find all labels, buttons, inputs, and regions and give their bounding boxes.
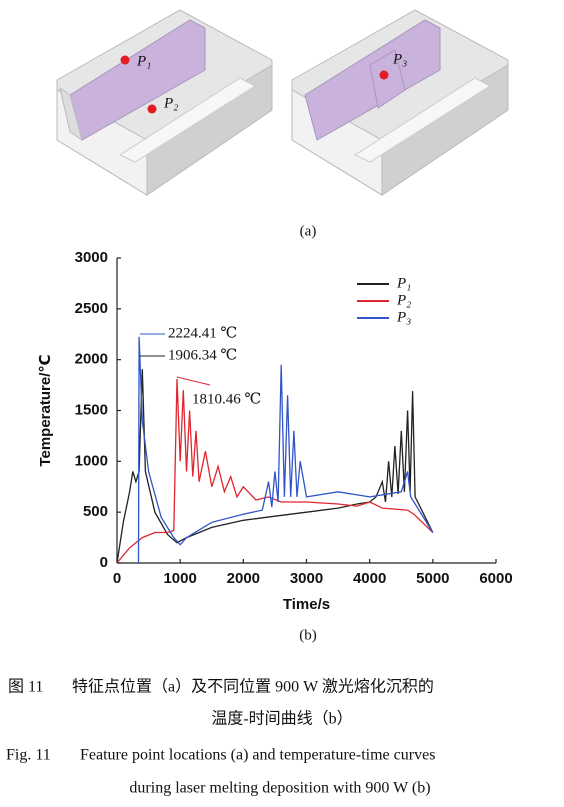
caption-label: Fig. 11	[6, 747, 51, 764]
block-left: P₁ P₂	[56, 9, 273, 196]
chart: 0 500 1000 1500 2000 2500 3000 0 1000 2000 3000 400…	[37, 249, 513, 613]
y-tick-label: 3000	[75, 249, 108, 266]
leader-line	[176, 376, 211, 386]
x-tick-label: 1000	[163, 570, 196, 587]
block-right: P₃	[291, 9, 509, 196]
x-tick-label: 2000	[227, 570, 260, 587]
point-label: P₂	[163, 95, 178, 111]
y-tick-label: 1500	[75, 401, 108, 418]
panel-label: (a)	[300, 223, 317, 239]
y-axis-label: Temperature/℃	[37, 354, 54, 466]
caption-text: 温度-时间曲线（b）	[211, 710, 352, 728]
legend-label: P₁	[396, 275, 411, 291]
point-label: P₃	[392, 51, 407, 67]
legend-label: P₂	[396, 292, 411, 308]
x-tick-label: 0	[113, 570, 121, 587]
caption-text: during laser melting deposition with 900…	[129, 780, 430, 797]
series-line	[116, 378, 434, 564]
annotation: 1810.46 ℃	[192, 391, 261, 407]
panel-label: (b)	[299, 627, 317, 643]
y-tick-label: 2000	[75, 351, 108, 368]
y-tick-label: 500	[83, 503, 108, 520]
y-tick-label: 1000	[75, 452, 108, 469]
series-line	[137, 336, 434, 564]
caption-text: Feature point locations (a) and temperat…	[80, 747, 435, 764]
x-axis-label: Time/s	[283, 596, 330, 613]
y-tick-label: 2500	[75, 300, 108, 317]
legend-label: P₃	[396, 309, 411, 325]
caption-text: 特征点位置（a）及不同位置 900 W 激光熔化沉积的	[72, 678, 434, 696]
caption-label: 图 11	[8, 679, 43, 696]
x-tick-label: 4000	[353, 570, 386, 587]
point-label: P₁	[136, 53, 151, 69]
annotation: 1906.34 ℃	[168, 347, 237, 363]
x-tick-label: 6000	[479, 570, 512, 587]
x-tick-label: 5000	[416, 570, 449, 587]
series-line	[116, 369, 434, 564]
annotation: 2224.41 ℃	[168, 325, 237, 341]
x-tick-label: 3000	[290, 570, 323, 587]
y-tick-label: 0	[100, 554, 108, 571]
